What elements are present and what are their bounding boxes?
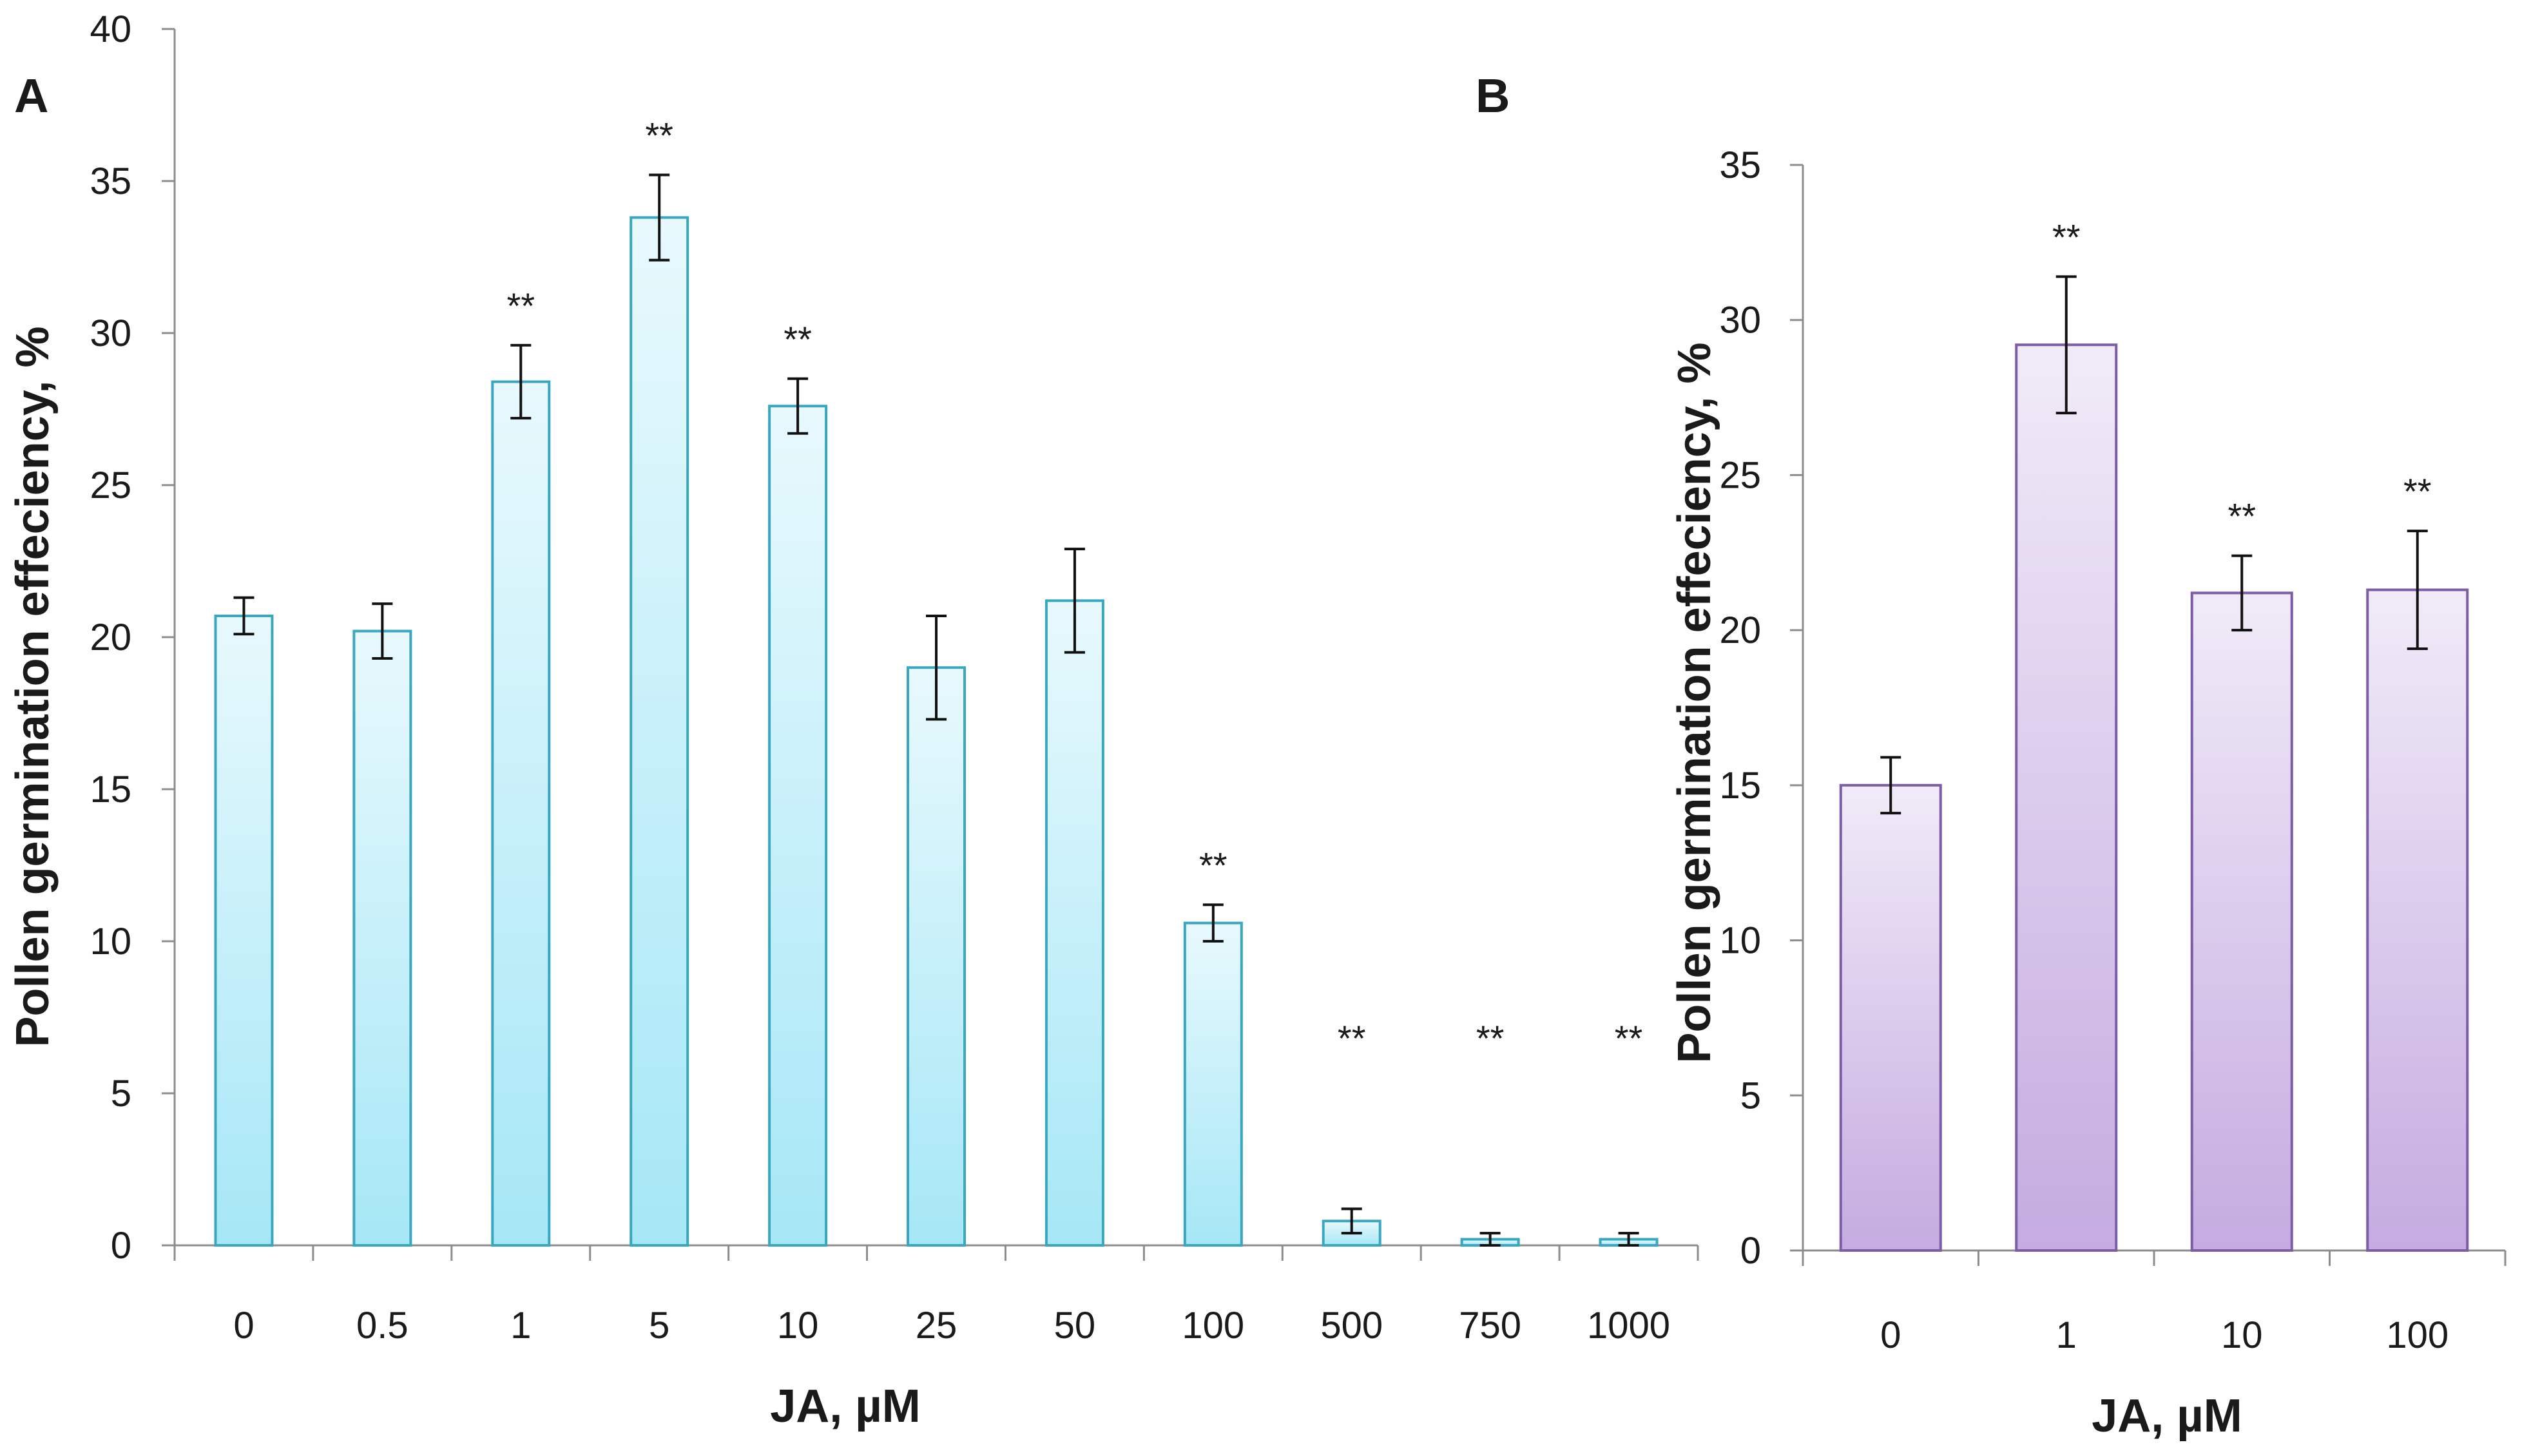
panel-a-bar [1044,599,1104,1247]
panel-a-significance-mark: ** [784,319,812,359]
panel-a-significance-mark: ** [1338,1018,1366,1058]
panel-b-x-tick-label: 100 [2386,1314,2449,1356]
panel-b-bar [2190,591,2293,1252]
panel-a-y-tick-label: 30 [90,312,131,354]
panel-b-y-tick-label: 25 [1719,454,1761,496]
panel-a-bar [491,380,551,1247]
panel-a-y-tick-label: 25 [90,465,131,506]
panel-a-x-tick-label: 500 [1320,1305,1383,1346]
panel-a-x-tick-label: 100 [1182,1305,1244,1346]
panel-a-chart: A Pollen germination effeciency, % JA, µ… [7,8,1699,1432]
panel-b-bar [1839,783,1942,1252]
panel-a-y-tick-label: 15 [90,769,131,810]
panel-a-y-tick-label: 40 [90,8,131,50]
panel-a-x-tick-label: 10 [777,1305,819,1346]
panel-a-significance-mark: ** [1199,845,1227,885]
panel-a-x-tick-label: 1000 [1587,1305,1670,1346]
panel-b-y-tick-label: 5 [1740,1075,1761,1116]
panel-a-bar [1183,921,1243,1247]
panel-b-x-axis-title: JA, µM [2092,1390,2242,1442]
panel-b-y-tick-label: 15 [1719,765,1761,807]
panel-a-bar [630,216,689,1247]
panel-b-y-tick-label: 35 [1719,144,1761,186]
panel-a-significance-mark: ** [1615,1018,1643,1058]
panel-a-significance-mark: ** [1476,1018,1505,1058]
panel-a-x-tick-label: 1 [510,1305,531,1346]
panel-a-bar [214,614,274,1247]
panel-a-significance-mark: ** [645,115,673,156]
panel-a-bar [352,629,412,1247]
panel-a-x-tick-label: 0.5 [356,1305,409,1346]
panel-b-significance-mark: ** [2052,216,2081,257]
panel-a-x-tick-label: 25 [916,1305,958,1346]
panel-a-x-tick-label: 0 [233,1305,254,1346]
panel-a-y-axis-title: Pollen germination effeciency, % [7,327,59,1048]
panel-a-y-tick-label: 20 [90,617,131,658]
panel-a-y-tick-label: 5 [111,1073,131,1115]
panel-b-significance-mark: ** [2403,471,2432,512]
panel-b-y-tick-label: 30 [1719,300,1761,341]
panel-b-y-tick-label: 20 [1719,609,1761,651]
panel-b-label: B [1476,69,1510,122]
panel-b-bar [2015,343,2118,1252]
panel-a-bar [907,666,966,1247]
panel-b-x-tick-label: 10 [2221,1314,2263,1356]
panel-a-label: A [14,69,48,122]
panel-b-significance-mark: ** [2228,496,2256,537]
panel-a-x-tick-label: 750 [1459,1305,1521,1346]
panel-a-y-tick-label: 0 [111,1225,131,1267]
panel-b-y-tick-label: 10 [1719,920,1761,962]
panel-b-y-tick-label: 0 [1740,1230,1761,1272]
panel-a-x-axis-title: JA, µM [770,1381,921,1432]
panel-b-x-tick-label: 0 [1880,1314,1901,1356]
panel-a-y-tick-label: 10 [90,921,131,963]
panel-a-significance-mark: ** [506,285,535,326]
panel-a-x-tick-label: 50 [1054,1305,1096,1346]
panel-b-x-tick-label: 1 [2056,1314,2077,1356]
panel-a-bar [768,405,828,1247]
panel-b-bar [2366,588,2469,1252]
panel-b-y-axis-title: Pollen germination effeciency, % [1669,343,1720,1064]
panel-a-y-tick-label: 35 [90,160,131,202]
panel-a-x-tick-label: 5 [649,1305,669,1346]
panel-b-chart: B Pollen germination effeciency, % JA, µ… [1476,69,2507,1442]
